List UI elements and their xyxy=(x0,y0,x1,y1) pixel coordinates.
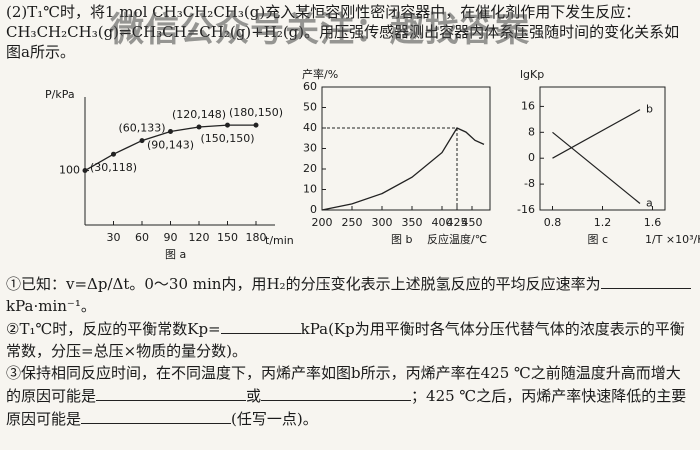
data-point xyxy=(111,151,116,157)
question-text: kPa·min⁻¹。 xyxy=(6,297,96,315)
y-tick-label: 0 xyxy=(310,203,317,216)
intro: (2)T₁℃时，将1 mol CH₃CH₂CH₃(g)充入某恒容刚性密闭容器中，… xyxy=(6,3,680,61)
x-tick-label: 350 xyxy=(402,216,423,229)
y-tick-label: 8 xyxy=(528,125,535,138)
series-line xyxy=(552,131,641,204)
x-label: 反应温度/℃ xyxy=(427,232,487,246)
data-line xyxy=(321,127,485,211)
data-point xyxy=(196,124,202,130)
y-tick-label: -8 xyxy=(524,177,535,190)
y-tick-label: 60 xyxy=(303,80,317,93)
frame xyxy=(321,86,491,211)
question: ②T₁℃时，反应的平衡常数Kp= kPa(Kp为用平衡时各气体分压代替气体的浓度表… xyxy=(6,317,692,362)
series-label: b xyxy=(646,103,653,116)
answer-blank xyxy=(220,317,301,334)
series-line xyxy=(552,109,641,159)
x-tick-label: 200 xyxy=(312,216,333,229)
x-label: t/min xyxy=(265,234,294,247)
x-tick-label: 250 xyxy=(342,216,363,229)
question-text: 或 xyxy=(246,387,262,405)
y-tick-label: 10 xyxy=(303,183,317,196)
x-tick-label: 150 xyxy=(217,231,238,244)
y-label: 产率/% xyxy=(302,67,338,81)
guide-line xyxy=(322,127,458,210)
watermark: 微信公众号关注：趣找答案 xyxy=(110,10,530,50)
y-tick-label: 50 xyxy=(303,101,317,114)
y-tick-label: 20 xyxy=(303,162,317,175)
x-tick-label: 180 xyxy=(246,231,267,244)
x-tick-label: 300 xyxy=(372,216,393,229)
question-text: kPa(Kp为用平衡时各气体分压代替气体的浓度表示的平衡常数，分压=总压×物质的… xyxy=(6,320,685,360)
question-text: ；425 ℃之后，丙烯产率快速降低的主要原因可能是 xyxy=(6,387,687,428)
point-label: (90,143) xyxy=(147,139,194,152)
answer-blank xyxy=(600,272,691,289)
x-tick-label: 400 xyxy=(432,216,453,229)
y-tick-label: 100 xyxy=(59,164,80,177)
x-tick-label: 1.2 xyxy=(594,216,612,229)
y-tick-label: -16 xyxy=(517,203,535,216)
question-text: ②T₁℃时，反应的平衡常数Kp= xyxy=(6,320,221,338)
series-label: a xyxy=(646,197,653,210)
data-point xyxy=(168,129,173,135)
point-label: (30,118) xyxy=(90,161,137,174)
data-point xyxy=(225,122,230,128)
data-point xyxy=(253,122,259,128)
y-tick-label: 0 xyxy=(528,151,535,164)
y-label: P/kPa xyxy=(45,88,75,101)
x-tick-label: 30 xyxy=(107,231,121,244)
data-point xyxy=(82,168,88,174)
questions: ①已知：v=Δp/Δt。0～30 min内，用H₂的分压变化表示上述脱氢反应的平… xyxy=(6,272,692,430)
answer-blank xyxy=(96,384,247,401)
caption: 图 b xyxy=(391,233,412,246)
question: ①已知：v=Δp/Δt。0～30 min内，用H₂的分压变化表示上述脱氢反应的平… xyxy=(6,272,692,317)
question: ③保持相同反应时间，在不同温度下，丙烯产率如图b所示，丙烯产率在425 ℃之前随… xyxy=(6,362,692,430)
question-text: ③保持相同反应时间，在不同温度下，丙烯产率如图b所示，丙烯产率在425 ℃之前随… xyxy=(6,364,681,405)
x-tick-label: 425 xyxy=(447,216,468,229)
x-tick-label: 120 xyxy=(189,231,210,244)
y-label: lgKp xyxy=(520,68,544,81)
caption: 图 c xyxy=(588,233,609,246)
data-point xyxy=(139,138,145,144)
x-tick-label: 0.8 xyxy=(544,216,562,229)
x-tick-label: 450 xyxy=(462,216,483,229)
question-text: (任写一点)。 xyxy=(231,410,318,428)
x-label: 1/T ×10³/K⁻¹ xyxy=(645,233,700,246)
point-label: (150,150) xyxy=(200,132,254,145)
answer-blank xyxy=(81,407,232,424)
answer-blank xyxy=(261,384,412,401)
x-tick-label: 1.6 xyxy=(644,216,662,229)
y-tick-label: 16 xyxy=(521,99,535,112)
point-label: (120,148) xyxy=(172,108,226,121)
point-label: (60,133) xyxy=(118,122,165,135)
y-tick-label: 30 xyxy=(303,142,317,155)
caption: 图 a xyxy=(165,248,186,261)
point-label: (180,150) xyxy=(229,106,283,119)
y-tick-label: 40 xyxy=(303,121,317,134)
x-tick-label: 90 xyxy=(164,231,178,244)
question-text: ①已知：v=Δp/Δt。0～30 min内，用H₂的分压变化表示上述脱氢反应的平… xyxy=(6,275,601,293)
x-tick-label: 60 xyxy=(135,231,149,244)
